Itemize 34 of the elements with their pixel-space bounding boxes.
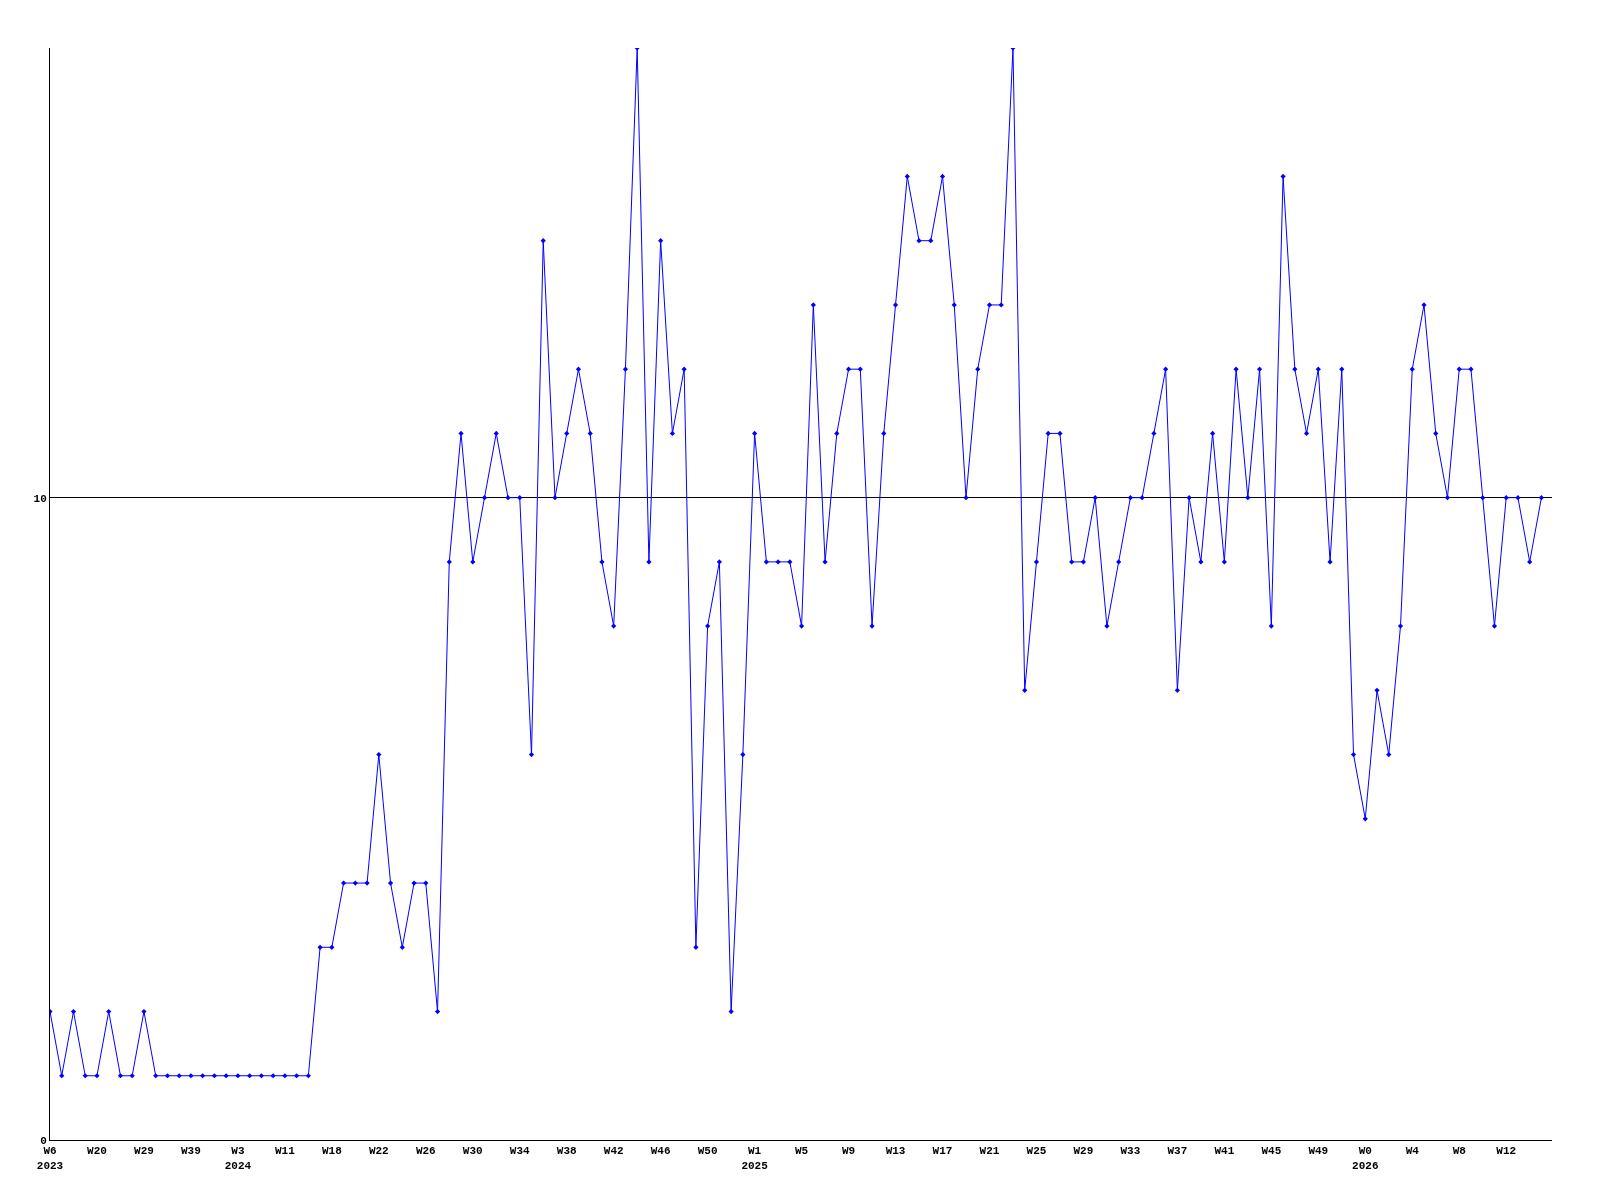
x-tick-label: W20 xyxy=(87,1145,107,1158)
x-tick-label: W42 xyxy=(603,1145,624,1158)
y-tick-label: 10 xyxy=(33,492,47,505)
x-tick-label: W49 xyxy=(1308,1145,1329,1158)
x-tick-label: W9 xyxy=(841,1145,856,1158)
x-tick-label: W17 xyxy=(932,1145,953,1158)
x-tick-label: W25 xyxy=(1026,1145,1047,1158)
x-tick-label: W38 xyxy=(556,1145,578,1158)
x-tick-label: W6 2023 xyxy=(36,1145,64,1172)
x-tick-label: W12 xyxy=(1496,1145,1517,1158)
x-tick-label: W22 xyxy=(368,1145,389,1158)
x-tick-label: W30 xyxy=(462,1145,483,1158)
x-tick-label: W5 xyxy=(794,1145,809,1158)
x-tick-label: W45 xyxy=(1261,1145,1282,1158)
x-tick-label: W13 xyxy=(885,1145,906,1158)
x-tick-label: W3 2024 xyxy=(224,1145,252,1172)
x-tick-label: W26 xyxy=(415,1145,436,1158)
x-tick-label: W4 xyxy=(1405,1145,1420,1158)
x-tick-label: W46 xyxy=(650,1145,671,1158)
y-tick-label: 0 xyxy=(40,1134,47,1147)
x-tick-label: W1 2025 xyxy=(741,1145,769,1172)
x-tick-label: W29 xyxy=(1073,1145,1094,1158)
x-tick-label: W11 xyxy=(274,1145,296,1158)
x-tick-label: W21 xyxy=(979,1145,1000,1158)
x-tick-label: W37 xyxy=(1167,1145,1188,1158)
x-tick-label: W29 xyxy=(134,1145,154,1158)
x-tick-label: W34 xyxy=(509,1145,531,1158)
x-tick-label: W18 xyxy=(321,1145,343,1158)
x-tick-label: W50 xyxy=(697,1145,718,1158)
x-tick-label: W0 2026 xyxy=(1352,1145,1379,1172)
x-tick-label: W39 xyxy=(181,1145,201,1158)
x-tick-label: W8 xyxy=(1452,1145,1467,1158)
x-tick-label: W41 xyxy=(1214,1145,1235,1158)
x-tick-label: W33 xyxy=(1120,1145,1141,1158)
